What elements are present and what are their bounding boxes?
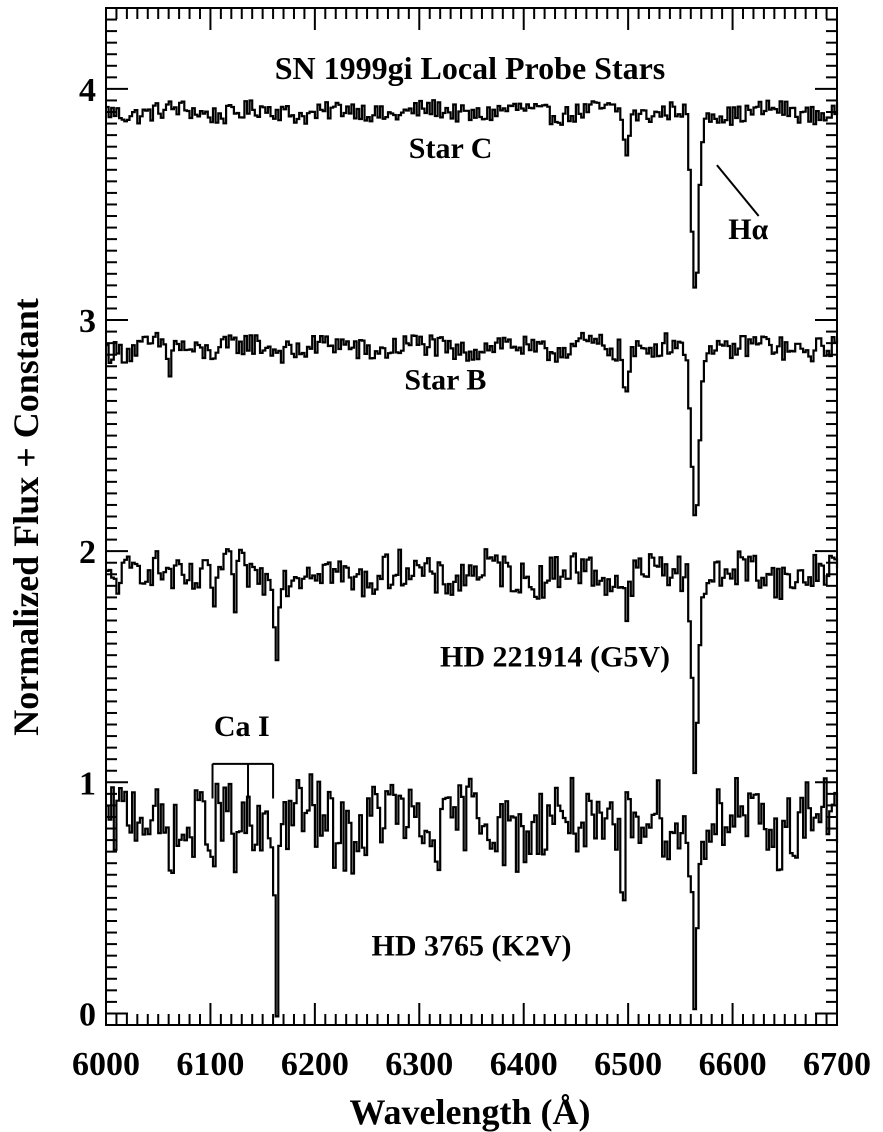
annotation-pointer [716,164,760,217]
x-tick-label: 6500 [594,1046,662,1083]
annotation-label: Hα [728,213,768,246]
series-label: HD 3765 (K2V) [372,930,572,963]
spectrum-line [106,548,839,775]
y-tick-label: 3 [79,303,96,340]
y-tick-label: 1 [79,765,96,802]
x-tick-label: 6300 [385,1046,453,1083]
x-tick-label: 6400 [490,1046,558,1083]
x-axis-title: Wavelength (Å) [350,1092,591,1132]
annotation-label: Ca I [214,710,270,743]
y-tick-label: 2 [79,534,96,571]
x-tick-label: 6600 [699,1046,767,1083]
series-label: Star B [404,363,486,396]
x-tick-label: 6700 [803,1046,871,1083]
x-tick-label: 6100 [176,1046,244,1083]
spectrum-line [106,331,839,517]
annotations: Hα Ca I [211,164,769,799]
spectrum-line [106,99,839,289]
y-tick-label: 4 [79,72,96,109]
x-tick-label: 6000 [72,1046,140,1083]
x-tick-label: 6200 [281,1046,349,1083]
series-label: HD 221914 (G5V) [440,641,670,674]
chart-title: SN 1999gi Local Probe Stars [275,50,666,86]
series-label: Star C [409,132,493,165]
spectrum-line [106,773,839,1018]
y-axis-title: Normalized Flux + Constant [6,298,46,736]
y-tick-label: 0 [79,996,96,1033]
spectra: Star C Star B HD 221914 (G5V) HD 3765 (K2V) [106,99,839,1018]
axis-tick-labels: 6000 6100 6200 6300 6400 6500 6600 6700 0 1 2 3 4 [72,72,871,1083]
